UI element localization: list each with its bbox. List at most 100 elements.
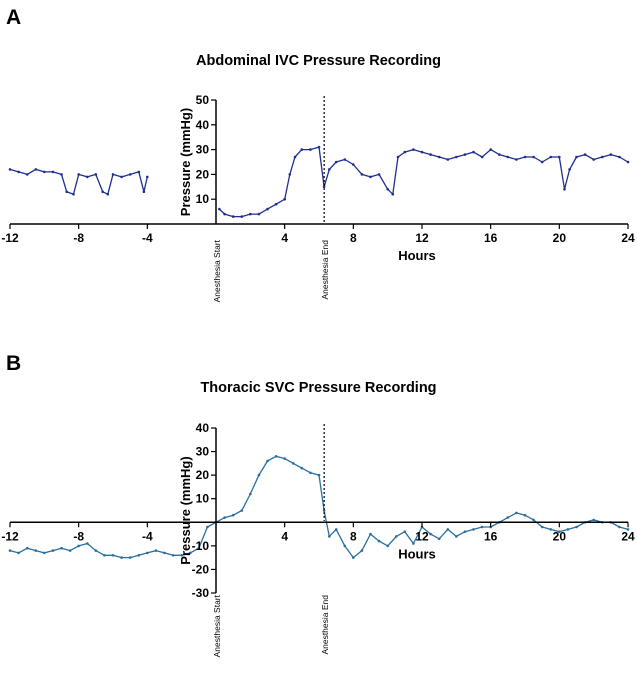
data-point-61 (540, 160, 544, 164)
data-point-70 (609, 153, 613, 156)
data-point-21 (189, 551, 192, 555)
data-point-13 (106, 192, 110, 196)
data-point-18 (142, 190, 146, 194)
series-line-0-segment-0 (9, 168, 148, 195)
data-point-46 (395, 535, 398, 538)
data-point-32 (309, 148, 312, 151)
data-point-13 (120, 556, 123, 559)
data-point-44 (396, 155, 400, 159)
x-tick-label: 20 (553, 231, 567, 245)
data-point-19 (171, 554, 175, 557)
data-point-51 (455, 155, 458, 159)
data-point-0 (8, 549, 12, 552)
data-point-3 (34, 549, 38, 552)
data-point-9 (77, 173, 80, 176)
data-point-66 (575, 155, 578, 159)
data-point-1 (17, 170, 20, 174)
data-point-30 (266, 459, 269, 463)
x-tick-label: -8 (73, 529, 84, 543)
data-point-67 (575, 525, 578, 529)
data-point-30 (293, 155, 297, 159)
data-point-65 (558, 530, 561, 533)
data-point-62 (532, 518, 535, 522)
x-tick-label: 4 (281, 529, 288, 543)
data-point-23 (240, 215, 244, 218)
data-point-42 (360, 549, 364, 552)
data-point-48 (429, 153, 432, 156)
y-tick-label: 20 (196, 167, 210, 181)
data-point-10 (94, 549, 98, 552)
data-point-14 (128, 556, 132, 559)
data-point-34 (300, 466, 304, 470)
data-point-20 (218, 207, 221, 211)
data-point-1 (17, 551, 20, 555)
y-tick-label: 40 (196, 118, 210, 132)
data-point-62 (549, 155, 553, 159)
series-line-0-segment-1 (218, 146, 629, 218)
data-point-65 (568, 168, 571, 171)
data-point-0 (8, 168, 12, 171)
data-point-17 (154, 549, 158, 552)
ivc-pressure-chart: -12 -8 -4 4 8 12 16 20 24 Hours 10 20 30 40 50Pressure… (1, 93, 635, 302)
data-point-36 (334, 160, 338, 164)
data-point-69 (592, 518, 595, 522)
data-point-72 (626, 160, 630, 164)
data-point-53 (455, 535, 458, 538)
data-point-40 (369, 175, 372, 179)
data-point-37 (322, 509, 326, 512)
data-point-6 (60, 546, 63, 550)
x-tick-label: 12 (415, 529, 429, 543)
data-point-52 (446, 528, 450, 531)
data-point-55 (472, 528, 475, 531)
data-point-61 (523, 513, 527, 517)
x-tick-label: -12 (1, 529, 19, 543)
data-point-64 (549, 528, 553, 531)
data-point-46 (412, 148, 415, 151)
data-point-45 (386, 544, 390, 548)
data-point-56 (480, 525, 484, 529)
x-tick-label: -8 (73, 231, 84, 245)
anesthesia-start-label: Anesthesia Start (212, 594, 222, 657)
x-tick-label: 24 (621, 529, 635, 543)
data-point-43 (391, 192, 395, 196)
data-point-22 (231, 215, 235, 218)
data-point-23 (206, 525, 209, 529)
data-point-72 (618, 525, 621, 529)
data-point-21 (223, 212, 226, 216)
data-point-31 (300, 148, 304, 151)
y-tick-label: 30 (196, 143, 210, 157)
data-point-40 (343, 544, 347, 548)
data-point-35 (309, 471, 312, 475)
series-line-0-segment-0 (9, 455, 629, 559)
data-point-19 (146, 175, 149, 179)
data-point-17 (137, 170, 141, 174)
data-point-15 (137, 554, 141, 557)
data-point-41 (352, 556, 355, 559)
data-point-68 (592, 158, 595, 161)
data-point-16 (146, 551, 149, 555)
data-point-42 (386, 188, 390, 191)
data-point-5 (51, 170, 55, 174)
data-point-8 (77, 544, 80, 548)
data-point-44 (377, 539, 381, 543)
y-tick-label: -10 (192, 539, 210, 553)
data-point-31 (274, 455, 278, 458)
data-point-27 (240, 509, 244, 512)
data-point-15 (120, 175, 123, 179)
data-point-58 (515, 158, 518, 161)
data-point-29 (257, 473, 261, 477)
anesthesia-end-label: Anesthesia End (320, 240, 330, 300)
data-point-54 (463, 530, 467, 533)
x-tick-label: -12 (1, 231, 19, 245)
x-axis-label: Hours (398, 248, 436, 263)
data-point-47 (403, 530, 407, 533)
data-point-26 (266, 207, 269, 211)
data-point-38 (352, 163, 355, 166)
data-point-60 (532, 155, 535, 159)
data-point-66 (566, 528, 570, 531)
x-tick-label: 16 (484, 529, 498, 543)
data-point-4 (43, 551, 46, 555)
data-point-63 (558, 155, 561, 159)
data-point-43 (369, 532, 372, 536)
data-point-4 (43, 170, 46, 174)
